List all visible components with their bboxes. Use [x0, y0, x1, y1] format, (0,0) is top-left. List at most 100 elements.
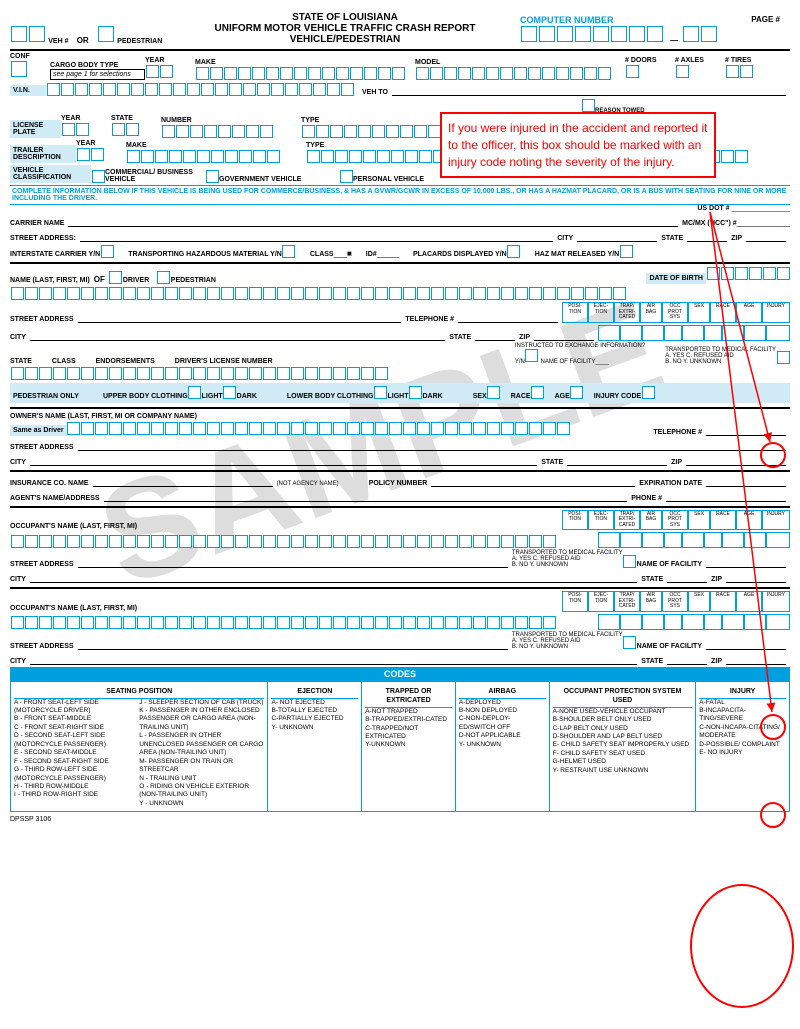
state3: STATE	[541, 459, 563, 466]
seep1: see page 1 for selections	[50, 69, 145, 80]
seat-hdr: SEATING POSITION	[14, 685, 264, 699]
ops-hdr: OCCUPANT PROTECTION SYSTEM USED	[553, 685, 693, 708]
c-ejec: EJEC-TION	[588, 302, 614, 323]
trap-hdr: TRAPPED OR EXTRICATED	[365, 685, 452, 708]
page: AGE	[555, 393, 570, 400]
dl-state: STATE	[10, 358, 32, 365]
ejec-txt: A- NOT EJECTED B-TOTALLY EJECTED C-PARTI…	[271, 699, 358, 733]
c-occ: OCC PROT SYS	[662, 302, 688, 323]
lic-year: YEAR	[61, 115, 111, 122]
year-label: YEAR	[145, 57, 195, 64]
oc-pos: POSI-TION	[562, 510, 588, 531]
occ1: OCCUPANT'S NAME (LAST, FIRST, MI)	[10, 523, 137, 530]
ejec-hdr: EJECTION	[271, 685, 358, 699]
form-number: DPSSP 3106	[10, 816, 790, 823]
tel2: TELEPHONE #	[653, 429, 702, 436]
ped-label: PEDESTRIAN	[117, 38, 162, 45]
pedonly: PEDESTRIAN ONLY	[13, 393, 103, 400]
tr-year: YEAR	[76, 140, 126, 147]
state2: STATE	[449, 334, 471, 341]
callout-box: If you were injured in the accident and …	[440, 112, 716, 178]
carrier: CARRIER NAME	[10, 220, 64, 227]
fac2: NAME OF FACILITY	[637, 561, 702, 568]
doors-label: # DOORS	[625, 57, 675, 64]
to2: B. NO Y. UNKNOWN	[665, 359, 721, 365]
addr: STREET ADDRESS:	[10, 235, 76, 242]
veh-label: VEH #	[48, 38, 68, 45]
zip4: ZIP	[711, 576, 722, 583]
oc-age: AGE	[736, 510, 762, 531]
oc-air: AIR BAG	[640, 510, 662, 531]
trap-txt: A-NOT TRAPPED B-TRAPPED/EXTRI-CATED C-TR…	[365, 708, 452, 750]
o2-pos: POSI-TION	[562, 591, 588, 612]
c-trap: TRAP/ EXTRI-CATED	[614, 302, 640, 323]
circle-4	[690, 884, 794, 1008]
owner: OWNER'S NAME (LAST, FIRST, MI OR COMPANY…	[10, 413, 197, 420]
tires-label: # TIRES	[725, 57, 775, 64]
dl-end: ENDORSEMENTS	[96, 358, 155, 365]
circle-2	[760, 714, 786, 740]
cargo-label: CARGO BODY TYPE	[50, 62, 145, 69]
zip3: ZIP	[671, 459, 682, 466]
prace: RACE	[511, 393, 531, 400]
air-txt: A-DEPLOYED B-NON DEPLOYED C-NON-DEPLOY-E…	[459, 699, 546, 750]
c-air: AIR BAG	[640, 302, 662, 323]
o2-trap: TRAP/ EXTRI-CATED	[614, 591, 640, 612]
tr-make: MAKE	[126, 142, 306, 149]
trailer-label: TRAILER DESCRIPTION	[10, 145, 76, 163]
dl-num: DRIVER'S LICENSE NUMBER	[175, 358, 273, 365]
exp: EXPIRATION DATE	[639, 480, 702, 487]
zip2: ZIP	[519, 334, 530, 341]
class: CLASS	[310, 251, 334, 258]
inj-hdr: INJURY	[699, 685, 786, 699]
gov: GOVERNMENT VEHICLE	[219, 176, 339, 183]
street2: STREET ADDRESS	[10, 444, 74, 451]
city2: CITY	[10, 334, 26, 341]
policy: POLICY NUMBER	[369, 480, 428, 487]
page-label: PAGE #	[751, 15, 780, 24]
to6: B. NO Y. UNKNOWN	[512, 644, 568, 650]
o2-race: RACE	[710, 591, 736, 612]
oc-sex: SEX	[688, 510, 710, 531]
city1: CITY	[557, 235, 573, 242]
city3: CITY	[10, 459, 26, 466]
dob: DATE OF BIRTH	[646, 273, 706, 284]
state-header: STATE OF LOUISIANA	[170, 12, 520, 23]
c-inj: INJURY	[762, 302, 790, 323]
seat-txt: A - FRONT SEAT-LEFT SIDE (MOTORCYCLE DRI…	[14, 699, 139, 809]
ops-txt: A-NONE USED-VEHICLE OCCUPANT B-SHOULDER …	[553, 708, 693, 776]
vehto-label: VEH TO	[362, 89, 388, 96]
fac3: NAME OF FACILITY	[637, 643, 702, 650]
state4: STATE	[641, 576, 663, 583]
street3: STREET ADDRESS	[10, 561, 74, 568]
upper: UPPER BODY CLOTHING	[103, 393, 188, 400]
interstate: INTERSTATE CARRIER Y/N	[10, 251, 100, 258]
axles-label: # AXLES	[675, 57, 725, 64]
oc-trap: TRAP/ EXTRI-CATED	[614, 510, 640, 531]
zip5: ZIP	[711, 658, 722, 665]
circle-1	[760, 442, 786, 468]
city4: CITY	[10, 576, 26, 583]
dl-class: CLASS	[52, 358, 76, 365]
seat-txt2: J - SLEEPER SECTION OF CAB (TRUCK) K - P…	[139, 699, 264, 809]
o2-ejec: EJEC-TION	[588, 591, 614, 612]
lic-label: LICENSE PLATE	[10, 120, 61, 138]
make-label: MAKE	[195, 59, 415, 66]
title-header: UNIFORM MOTOR VEHICLE TRAFFIC CRASH REPO…	[170, 23, 520, 34]
mcmx: MC/MX ("ICC") #	[682, 220, 736, 227]
l1: LIGHT	[202, 393, 223, 400]
c-race: RACE	[710, 302, 736, 323]
dlfac: NAME OF FACILITY	[541, 359, 596, 365]
name-label: NAME (LAST, FIRST, MI)	[10, 277, 90, 284]
pinj: INJURY CODE	[594, 393, 641, 400]
lic-num: NUMBER	[161, 117, 301, 124]
to4: B. NO Y. UNKNOWN	[512, 562, 568, 568]
oc-occ: OCC PROT SYS	[662, 510, 688, 531]
subtitle-header: VEHICLE/PEDESTRIAN	[170, 34, 520, 45]
o2-inj: INJURY	[762, 591, 790, 612]
complete-text: COMPLETE INFORMATION BELOW IF THIS VEHIC…	[10, 185, 790, 205]
dl-yn: Y/N	[515, 359, 525, 365]
occ2: OCCUPANT'S NAME (LAST, FIRST, MI)	[10, 605, 137, 612]
street: STREET ADDRESS	[10, 316, 74, 323]
city5: CITY	[10, 658, 26, 665]
